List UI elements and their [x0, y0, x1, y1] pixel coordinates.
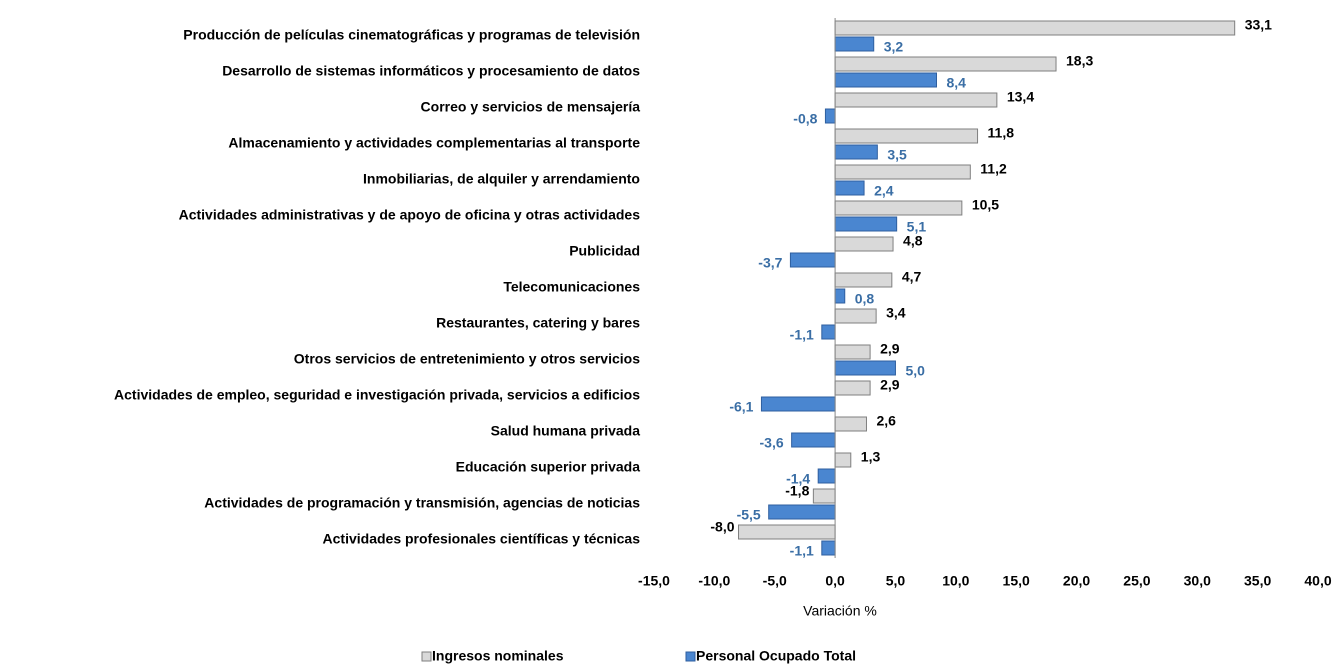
bar [834, 144, 878, 160]
data-label: 1,3 [861, 449, 881, 465]
y-tick-label: Producción de películas cinematográficas… [183, 27, 640, 43]
y-tick-label: Salud humana privada [491, 423, 641, 439]
bar [834, 216, 898, 232]
data-label: -5,5 [737, 507, 761, 523]
bar [834, 56, 1057, 72]
data-label: 3,4 [886, 305, 906, 321]
bar [791, 432, 836, 448]
data-label: 4,7 [902, 269, 922, 285]
data-label: -1,8 [785, 483, 809, 499]
x-tick-label: 10,0 [942, 573, 969, 589]
bar [834, 416, 867, 432]
bar [834, 380, 871, 396]
x-axis-label: Variación % [803, 603, 877, 619]
bar [834, 128, 979, 144]
bar [817, 468, 836, 484]
data-label: 3,5 [887, 147, 907, 163]
y-tick-label: Restaurantes, catering y bares [436, 315, 640, 331]
data-label: 11,2 [980, 161, 1007, 177]
data-label: 2,6 [876, 413, 896, 429]
bar [834, 288, 846, 304]
data-label: -1,1 [790, 543, 814, 559]
y-tick-label: Otros servicios de entretenimiento y otr… [294, 351, 640, 367]
y-tick-label: Desarrollo de sistemas informáticos y pr… [222, 63, 640, 79]
bar [834, 344, 871, 360]
data-label: -1,1 [790, 327, 814, 343]
data-label: -3,6 [760, 435, 784, 451]
x-tick-label: -15,0 [638, 573, 670, 589]
bar [760, 396, 836, 412]
bar [834, 200, 963, 216]
bar [834, 452, 852, 468]
y-tick-label: Actividades administrativas y de apoyo d… [179, 207, 641, 223]
bar [824, 108, 836, 124]
bar [834, 180, 865, 196]
data-label: 3,2 [884, 39, 904, 55]
y-tick-label: Inmobiliarias, de alquiler y arrendamien… [363, 171, 640, 187]
x-tick-label: 40,0 [1304, 573, 1331, 589]
x-tick-label: 20,0 [1063, 573, 1090, 589]
y-tick-label: Actividades de programación y transmisió… [204, 495, 640, 511]
data-label: 2,9 [880, 341, 900, 357]
x-tick-label: 5,0 [886, 573, 906, 589]
y-tick-label: Publicidad [569, 243, 640, 259]
x-tick-label: 30,0 [1184, 573, 1211, 589]
legend-swatch [685, 651, 696, 662]
data-label: 8,4 [947, 75, 967, 91]
bar [834, 272, 893, 288]
bar [834, 36, 875, 52]
bar [789, 252, 836, 268]
bar [834, 72, 938, 88]
data-label: 18,3 [1066, 53, 1093, 69]
legend-label: Ingresos nominales [432, 648, 564, 664]
y-tick-label: Telecomunicaciones [503, 279, 640, 295]
y-tick-label: Correo y servicios de mensajería [421, 99, 641, 115]
x-tick-label: -10,0 [698, 573, 730, 589]
x-tick-label: 35,0 [1244, 573, 1271, 589]
bar [738, 524, 836, 540]
bar [834, 308, 877, 324]
y-tick-label: Actividades profesionales científicas y … [323, 531, 641, 547]
data-label: -6,1 [729, 399, 753, 415]
data-label: 33,1 [1245, 17, 1272, 33]
bar [834, 360, 896, 376]
bar [834, 92, 998, 108]
legend-label: Personal Ocupado Total [696, 648, 856, 664]
data-label: 2,9 [880, 377, 900, 393]
legend-swatch [421, 651, 432, 662]
x-tick-label: 0,0 [825, 573, 845, 589]
x-tick-label: 15,0 [1003, 573, 1030, 589]
bar [834, 236, 894, 252]
y-tick-label: Actividades de empleo, seguridad e inves… [114, 387, 640, 403]
y-tick-label: Almacenamiento y actividades complementa… [228, 135, 640, 151]
data-label: 2,4 [874, 183, 894, 199]
bar [812, 488, 836, 504]
data-label: 0,8 [855, 291, 875, 307]
data-label: 10,5 [972, 197, 999, 213]
data-label: 11,8 [988, 125, 1015, 141]
bar [834, 164, 971, 180]
data-label: 5,1 [907, 219, 927, 235]
data-label: -1,4 [786, 471, 810, 487]
bar [834, 20, 1236, 36]
data-label: 5,0 [905, 363, 925, 379]
x-tick-label: -5,0 [763, 573, 787, 589]
data-label: -0,8 [793, 111, 817, 127]
data-label: 13,4 [1007, 89, 1034, 105]
data-label: -8,0 [710, 519, 734, 535]
x-tick-label: 25,0 [1123, 573, 1150, 589]
bar [821, 324, 836, 340]
data-label: 4,8 [903, 233, 923, 249]
bar [821, 540, 836, 556]
bar [768, 504, 836, 520]
data-label: -3,7 [758, 255, 782, 271]
y-tick-label: Educación superior privada [456, 459, 641, 475]
